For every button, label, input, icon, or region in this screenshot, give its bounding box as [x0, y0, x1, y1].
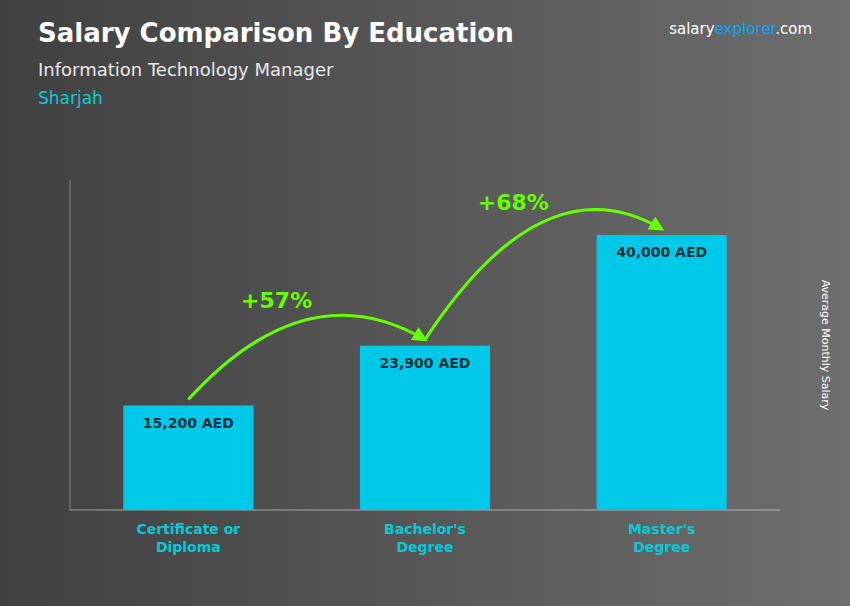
source-part: explorer — [715, 20, 778, 38]
x-tick-label-line: Certificate or — [136, 521, 240, 537]
chart-container: 15,200 AED 23,900 AED 40,000 AED Certificat… — [0, 0, 850, 606]
x-tick-label-line: Bachelor's — [384, 521, 466, 537]
subtitle: Information Technology Manager — [38, 59, 334, 80]
y-axis-line — [70, 180, 71, 510]
growth-arrow — [425, 209, 662, 339]
bars — [123, 235, 727, 510]
x-tick-label-line: Degree — [396, 539, 453, 555]
x-tick-label: Master's Degree — [628, 521, 695, 555]
growth-arrow — [188, 315, 425, 399]
location: Sharjah — [38, 88, 103, 108]
bar — [597, 235, 727, 510]
annotation: +57% — [241, 288, 312, 313]
title: Salary Comparison By Education — [38, 18, 514, 48]
annotation: +68% — [478, 190, 549, 215]
background — [0, 0, 850, 606]
bar — [123, 406, 253, 511]
bar — [360, 346, 490, 510]
data-label: 23,900 AED — [380, 355, 471, 371]
x-tick-label-line: Degree — [633, 539, 690, 555]
source-part: salary — [669, 20, 715, 38]
x-tick-label-line: Diploma — [156, 539, 221, 555]
data-label: 40,000 AED — [616, 244, 707, 260]
chart: 15,200 AED 23,900 AED 40,000 AED Certificat… — [0, 0, 850, 606]
x-tick-label: Certificate or Diploma — [136, 521, 240, 555]
x-tick-label: Bachelor's Degree — [384, 521, 466, 555]
y-axis-label: Average Monthly Salary — [819, 280, 832, 411]
x-tick-label-line: Master's — [628, 521, 695, 537]
data-label: 15,200 AED — [143, 415, 234, 431]
source-part: .com — [775, 20, 812, 38]
source: salaryexplorer.com — [669, 20, 812, 38]
